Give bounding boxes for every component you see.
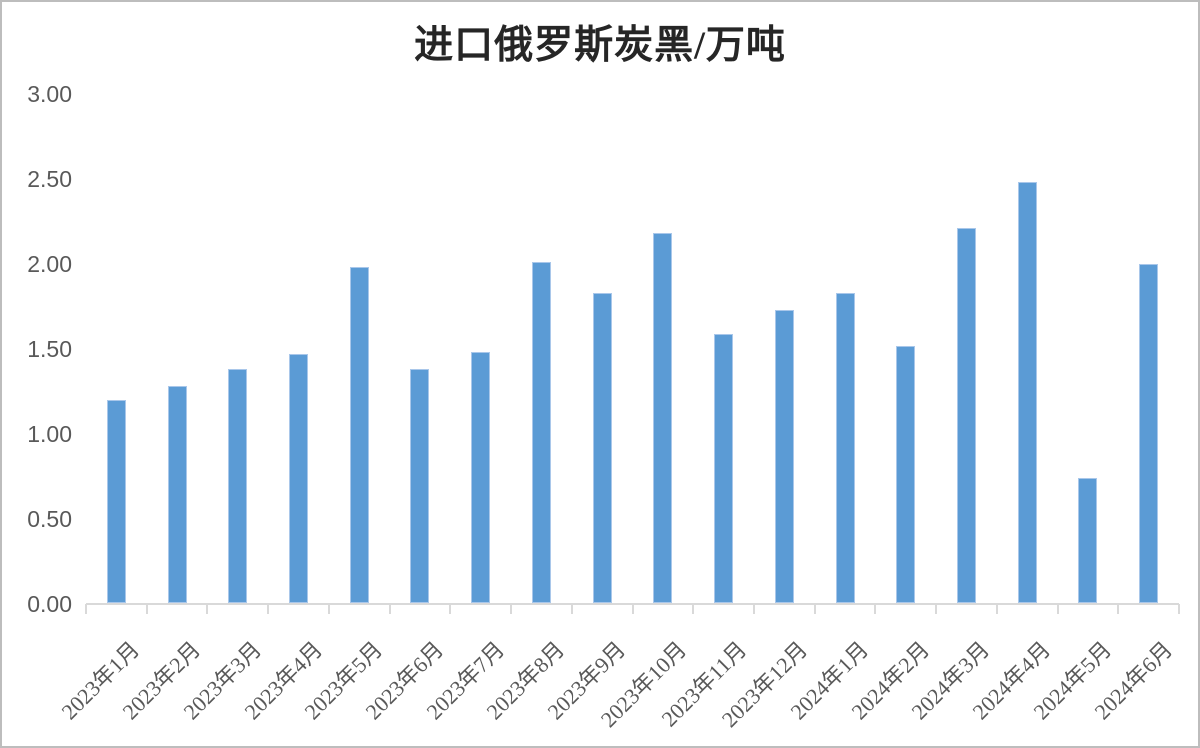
bar: [775, 310, 794, 603]
bar: [957, 228, 976, 603]
x-axis-tick-mark: [813, 604, 816, 614]
bar: [532, 262, 551, 603]
x-axis-tick-mark: [1056, 604, 1059, 614]
bar: [350, 267, 369, 603]
x-axis-tick-mark: [570, 604, 573, 614]
x-axis-tick-mark: [1117, 604, 1120, 614]
bar: [168, 386, 187, 603]
chart-title: 进口俄罗斯炭黑/万吨: [414, 24, 786, 67]
bar: [593, 293, 612, 603]
x-axis-tick-mark: [388, 604, 391, 614]
x-axis-tick-mark: [935, 604, 938, 614]
y-axis-tick-label: 2.50: [27, 166, 72, 192]
bar: [410, 369, 429, 603]
x-axis-tick-mark: [449, 604, 452, 614]
x-axis-tick-mark: [692, 604, 695, 614]
y-axis-tick-label: 0.50: [27, 506, 72, 532]
y-axis-tick-label: 1.50: [27, 336, 72, 362]
bar: [896, 346, 915, 603]
y-axis-tick-label: 0.00: [27, 591, 72, 617]
y-axis-tick-label: 2.00: [27, 251, 72, 277]
bar: [1018, 182, 1037, 603]
x-axis-tick-mark: [874, 604, 877, 614]
x-axis-tick-mark: [752, 604, 755, 614]
x-axis-tick-mark: [145, 604, 148, 614]
bar: [228, 369, 247, 603]
bar: [1139, 264, 1158, 603]
bar: [1078, 478, 1097, 603]
bar: [471, 352, 490, 603]
x-axis-tick-mark: [267, 604, 270, 614]
x-axis-tick-mark: [510, 604, 513, 614]
x-axis-tick-mark: [327, 604, 330, 614]
x-axis-tick-mark: [631, 604, 634, 614]
bar: [107, 400, 126, 603]
bar: [714, 334, 733, 603]
y-axis-tick-label: 1.00: [27, 421, 72, 447]
x-axis-tick-mark: [1178, 604, 1180, 614]
bar: [289, 354, 308, 603]
bar: [836, 293, 855, 603]
bar: [653, 233, 672, 603]
y-axis-tick-label: 3.00: [27, 81, 72, 107]
x-axis-tick-mark: [85, 604, 87, 614]
x-axis-tick-mark: [206, 604, 209, 614]
x-axis-tick-mark: [995, 604, 998, 614]
